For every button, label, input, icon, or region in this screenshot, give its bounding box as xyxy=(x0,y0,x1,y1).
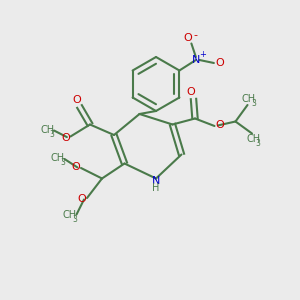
Text: N: N xyxy=(192,55,201,65)
Text: N: N xyxy=(152,176,160,186)
Text: O: O xyxy=(77,194,86,205)
Text: CH: CH xyxy=(63,210,77,220)
Text: CH: CH xyxy=(242,94,256,104)
Text: O: O xyxy=(183,33,192,43)
Text: CH: CH xyxy=(40,125,55,135)
Text: 3: 3 xyxy=(60,158,65,167)
Text: 3: 3 xyxy=(72,215,77,224)
Text: -: - xyxy=(193,30,197,40)
Text: 3: 3 xyxy=(256,139,260,148)
Text: O: O xyxy=(72,95,81,105)
Text: 3: 3 xyxy=(251,99,256,108)
Text: CH: CH xyxy=(51,153,65,164)
Text: +: + xyxy=(199,50,206,59)
Text: H: H xyxy=(152,183,160,193)
Text: CH: CH xyxy=(246,134,261,145)
Text: O: O xyxy=(215,58,224,68)
Text: O: O xyxy=(215,119,224,130)
Text: 3: 3 xyxy=(50,130,54,139)
Text: O: O xyxy=(61,133,70,143)
Text: O: O xyxy=(186,87,195,98)
Text: O: O xyxy=(71,161,80,172)
